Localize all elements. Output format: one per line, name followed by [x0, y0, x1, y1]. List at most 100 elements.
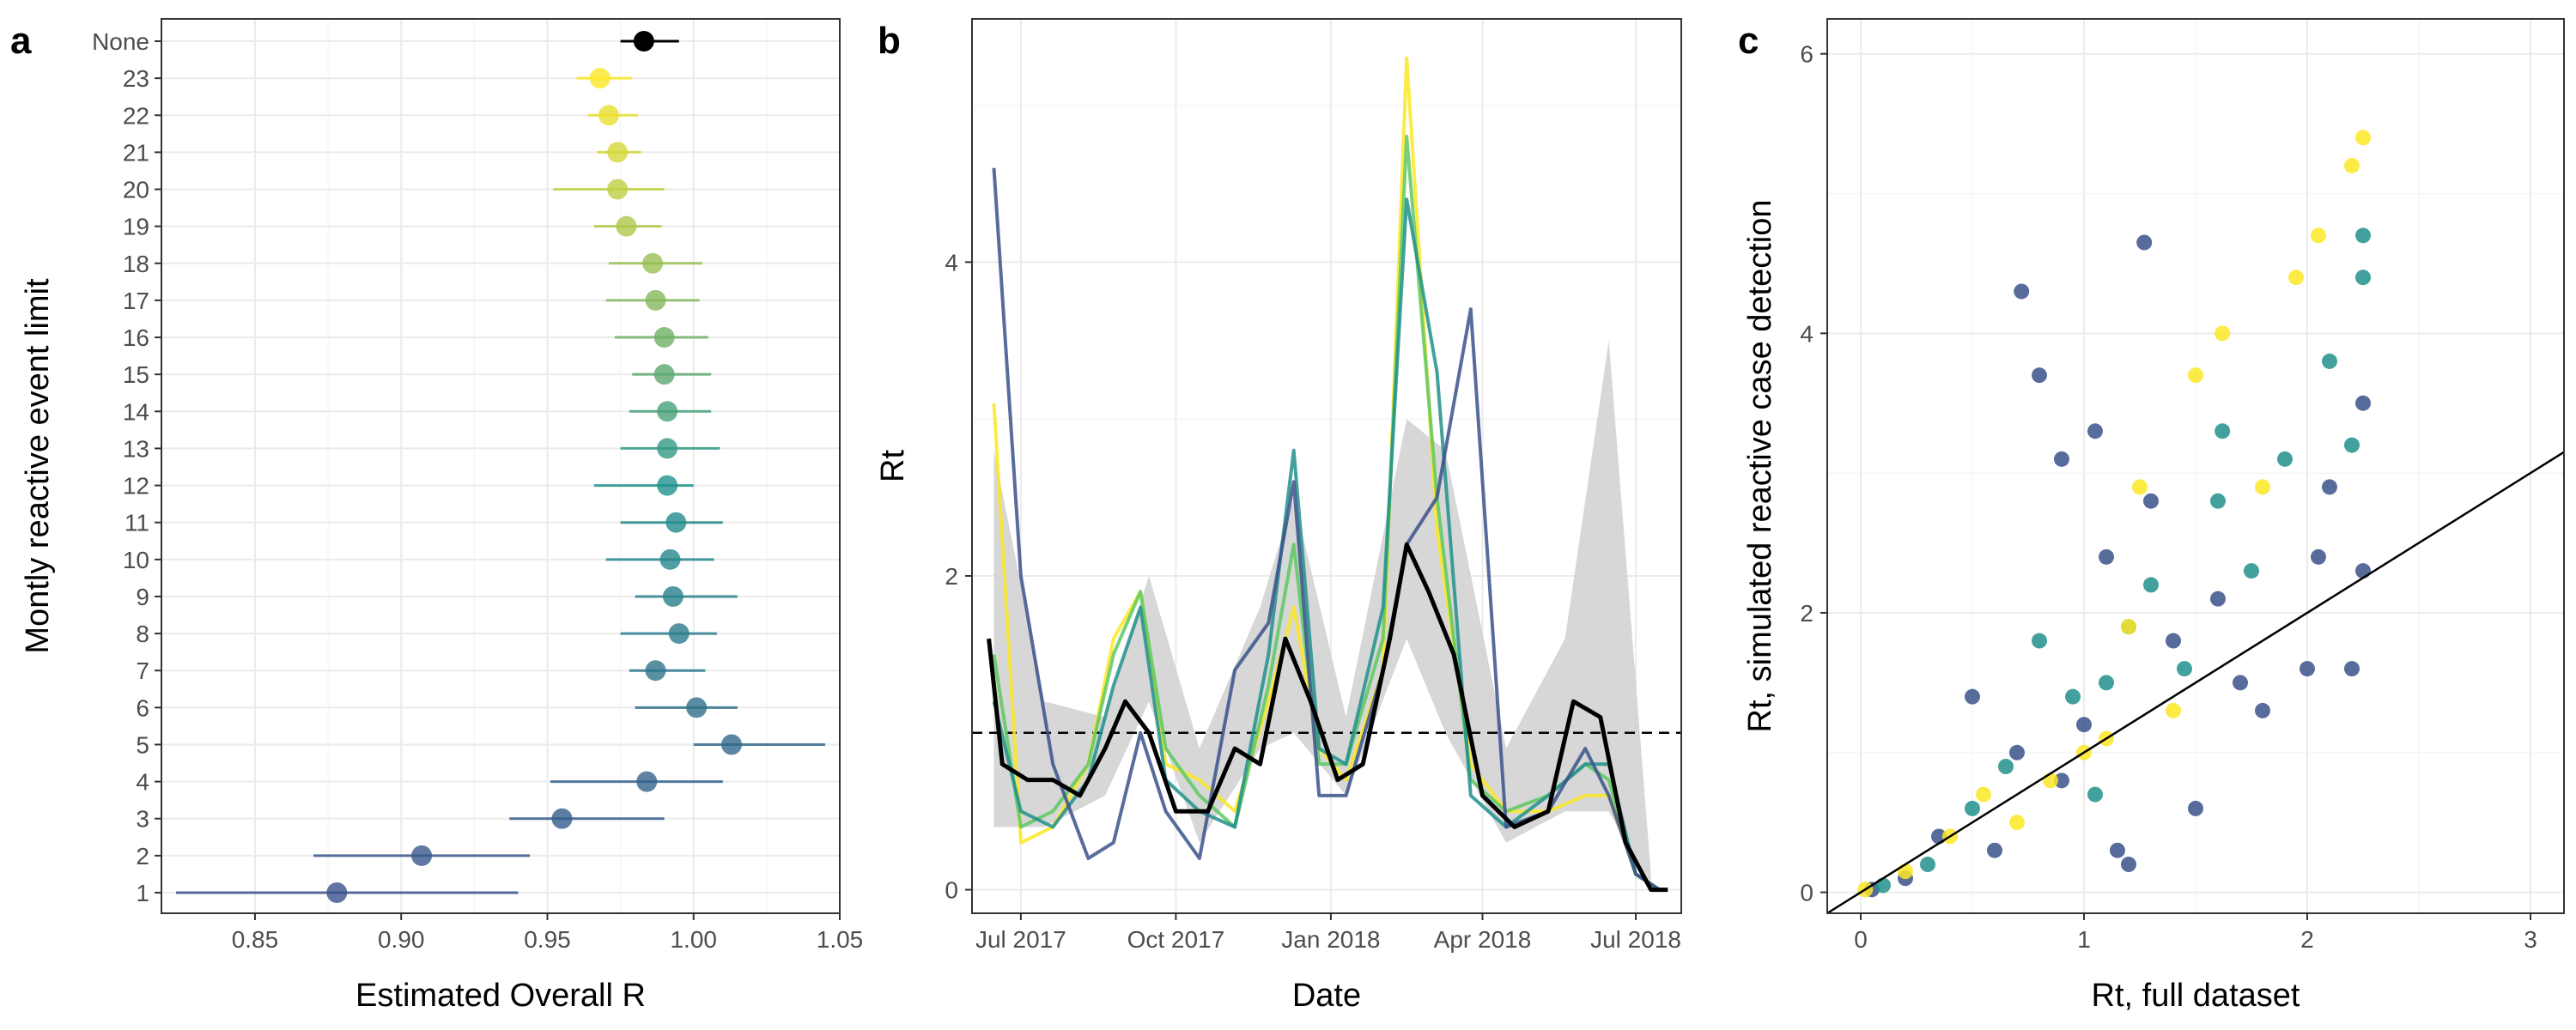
confidence-band [993, 340, 1651, 890]
scatter-point [1987, 842, 2002, 858]
scatter-point [2355, 227, 2371, 244]
scatter-point [2344, 437, 2360, 453]
point-estimate [657, 401, 678, 422]
x-tick-label: 0.90 [378, 926, 425, 953]
y-tick-label: 2 [945, 563, 958, 590]
y-tick-label: 15 [123, 361, 149, 388]
panel-c-x-ticks: 0 1 2 3 [1854, 913, 2537, 953]
scatter-point [1976, 786, 1991, 803]
y-tick-label: 0 [945, 877, 958, 904]
panel-b-frame [971, 18, 1682, 914]
point-estimate [721, 734, 743, 755]
scatter-point [1998, 759, 2014, 775]
y-tick-label: 22 [123, 102, 149, 129]
scatter-point [2110, 842, 2125, 858]
point-estimate [607, 179, 629, 200]
panel-b-y-title: Rt [875, 450, 911, 482]
scatter-point [2177, 661, 2192, 677]
panel-a-x-title: Estimated Overall R [355, 978, 646, 1014]
y-tick-label: 6 [1800, 41, 1814, 68]
x-tick-label: Oct 2017 [1127, 926, 1225, 953]
scatter-point [2136, 234, 2153, 251]
point-estimate [633, 31, 654, 52]
panel-c-grid [1827, 19, 2564, 913]
x-tick-label: 0 [1854, 926, 1868, 953]
y-tick-label: 2 [1800, 600, 1814, 627]
x-tick-label: 1.00 [670, 926, 717, 953]
scatter-point [2054, 772, 2069, 789]
y-tick-label: None [92, 28, 149, 55]
scatter-point [2009, 744, 2025, 760]
scatter-point [2121, 619, 2136, 635]
point-estimate [653, 364, 675, 385]
point-estimate [668, 623, 690, 645]
point-estimate [616, 215, 637, 237]
scatter-point [2322, 353, 2337, 369]
scatter-point [2143, 493, 2159, 509]
scatter-point [2288, 270, 2304, 286]
scatter-point [2087, 786, 2103, 803]
y-tick-label: 14 [123, 398, 149, 425]
y-tick-label: 8 [136, 621, 149, 647]
scatter-point [2014, 283, 2030, 300]
point-estimate [659, 548, 681, 570]
y-tick-label: 2 [136, 843, 149, 869]
panel-b-letter: b [878, 20, 901, 62]
panel-b-x-ticks: Jul 2017 Oct 2017 Jan 2018 Apr 2018 Jul 2018 [975, 913, 1681, 953]
x-tick-label: Jul 2018 [1590, 926, 1681, 953]
scatter-point [2255, 702, 2270, 718]
scatter-point [2076, 717, 2092, 733]
scatter-point [2032, 367, 2047, 384]
scatter-point [2215, 325, 2231, 342]
panel-a-y-title: Montly reactive event limit [20, 278, 56, 654]
x-tick-label: Jul 2017 [975, 926, 1066, 953]
panel-b: b 024 Jul 2017 Oct 2017 Jan 2018 Apr 2018 Ju… [875, 18, 1682, 1014]
panel-a-letter: a [10, 20, 32, 62]
scatter-point [2311, 227, 2326, 244]
scatter-point [2322, 479, 2337, 495]
scatter-point [1898, 863, 1913, 880]
y-tick-label: 7 [136, 657, 149, 684]
panel-a-x-ticks: 0.85 0.90 0.95 1.00 1.05 [232, 913, 863, 953]
point-estimate [642, 252, 664, 274]
y-tick-label: 9 [136, 584, 149, 610]
point-estimate [589, 68, 611, 89]
panel-c-y-ticks: 0 2 4 6 [1800, 41, 1827, 906]
y-tick-label: 11 [125, 510, 149, 536]
scatter-point [2277, 451, 2293, 467]
point-estimate [686, 697, 708, 718]
scatter-point [2300, 661, 2315, 677]
y-tick-label: 16 [123, 324, 149, 351]
scatter-point [2244, 563, 2259, 579]
scatter-point [2188, 800, 2203, 816]
panel-c-letter: c [1738, 20, 1759, 62]
scatter-point [2215, 423, 2231, 439]
scatter-point [1875, 877, 1891, 894]
point-estimate [653, 327, 675, 348]
point-estimate [665, 512, 687, 533]
x-tick-label: 2 [2300, 926, 2314, 953]
x-tick-label: Jan 2018 [1281, 926, 1380, 953]
y-tick-label: 1 [136, 880, 149, 906]
scatter-point [1920, 857, 1935, 873]
y-tick-label: 19 [123, 214, 149, 240]
point-estimate [598, 105, 619, 126]
scatter-point [2132, 479, 2148, 495]
y-tick-label: 6 [136, 694, 149, 721]
point-estimate [657, 475, 678, 496]
scatter-point [2255, 479, 2270, 495]
point-estimate [657, 438, 678, 459]
scatter-point [2099, 675, 2114, 691]
full-data-rt-line [987, 542, 1668, 893]
y-tick-label: 0 [1800, 880, 1814, 906]
scatter-point [2121, 857, 2136, 873]
scatter-point [2355, 563, 2371, 579]
scatter-point [2355, 270, 2371, 286]
point-estimate [551, 808, 573, 829]
y-tick-label: 17 [123, 288, 149, 314]
scatter-point [2210, 591, 2226, 607]
panel-c-y-title: Rt, simulated reactive case detection [1742, 200, 1778, 733]
simulated-rt-line [992, 167, 1661, 892]
scatter-point [2355, 130, 2371, 146]
y-tick-label: 4 [945, 249, 958, 276]
